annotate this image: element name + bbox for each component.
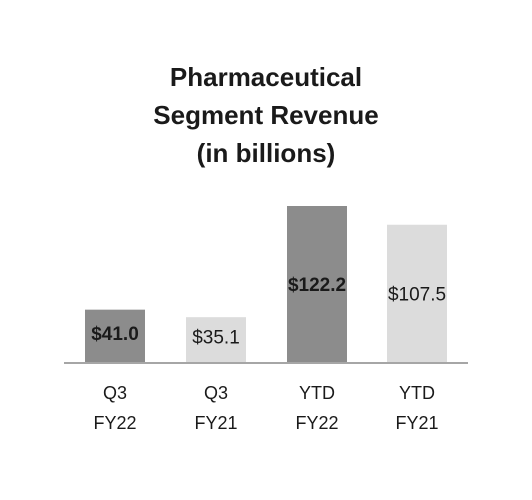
- data-labels: $41.0 $35.1 $122.2 $107.5: [91, 275, 446, 349]
- x-tick-label-1-line-2: FY22: [93, 413, 136, 433]
- bar-2: [186, 317, 246, 362]
- data-label-2: $35.1: [192, 328, 240, 349]
- x-tick-label-3-line-1: YTD: [299, 383, 335, 403]
- x-tick-label-3-line-2: FY22: [295, 413, 338, 433]
- chart-title-line-2: Segment Revenue: [153, 100, 378, 130]
- x-tick-label-2-line-1: Q3: [204, 383, 228, 403]
- bar-3: [287, 206, 347, 362]
- x-tick-label-4-line-1: YTD: [399, 383, 435, 403]
- data-label-1: $41.0: [91, 324, 139, 345]
- x-tick-labels: Q3 FY22 Q3 FY21 YTD FY22 YTD FY21: [93, 383, 438, 433]
- chart-title-line-1: Pharmaceutical: [170, 62, 362, 92]
- data-label-3: $122.2: [288, 275, 346, 296]
- chart-title-line-3: (in billions): [197, 138, 336, 168]
- x-tick-label-1-line-1: Q3: [103, 383, 127, 403]
- data-label-4: $107.5: [388, 284, 446, 305]
- chart-title: Pharmaceutical Segment Revenue (in billi…: [153, 62, 378, 168]
- x-tick-label-4-line-2: FY21: [395, 413, 438, 433]
- bar-1: [85, 309, 145, 362]
- bars: [85, 206, 447, 362]
- x-tick-label-2-line-2: FY21: [194, 413, 237, 433]
- bar-4: [387, 224, 447, 362]
